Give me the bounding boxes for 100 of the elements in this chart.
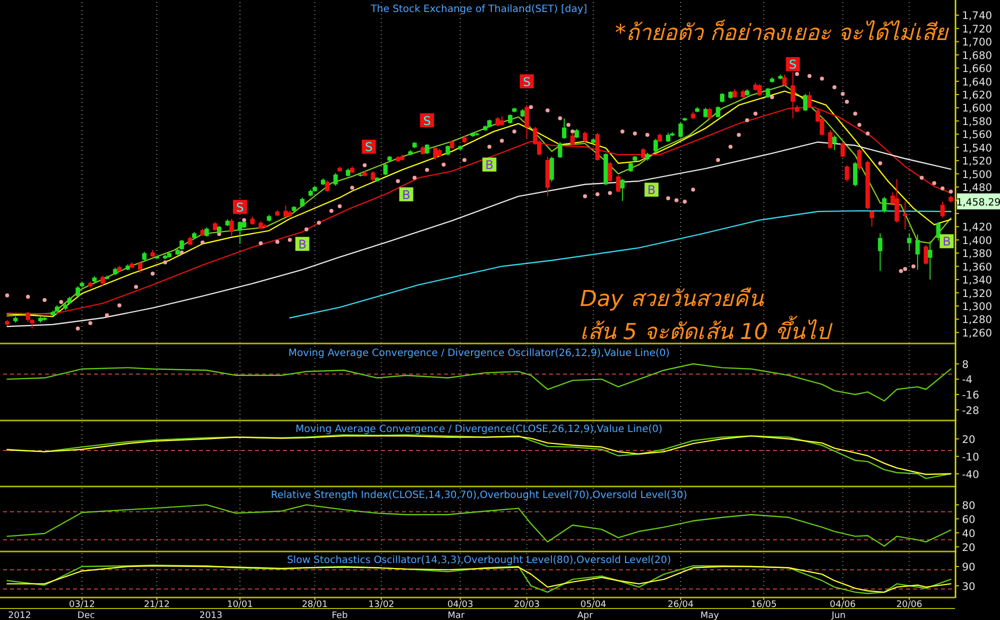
data-label: B bbox=[647, 183, 656, 198]
candlestick bbox=[370, 170, 376, 182]
candlestick bbox=[238, 220, 242, 244]
y-tick-label: -16 bbox=[962, 389, 980, 402]
candlestick bbox=[582, 131, 588, 143]
y-tick-label: 1,620 bbox=[962, 90, 992, 102]
candlestick bbox=[333, 172, 338, 186]
candlestick bbox=[840, 142, 845, 158]
candlestick bbox=[300, 197, 305, 208]
chart-title: Moving Average Convergence / Divergence Oscillator(26,12,9),Value Line(0) bbox=[288, 348, 670, 359]
y-tick-label: -28 bbox=[962, 404, 980, 417]
candlestick bbox=[720, 92, 724, 103]
chart-title: Slow Stochastics Oscillator(14,3,3),Overbought Level(80),Oversold Level(20) bbox=[286, 555, 672, 566]
candlestick bbox=[924, 244, 928, 265]
y-tick-label: 1,300 bbox=[962, 300, 992, 313]
y-tick-label: 1,740 bbox=[962, 10, 992, 22]
y-tick-label: 90 bbox=[962, 561, 976, 574]
x-tick-label: 04/03 bbox=[447, 600, 474, 610]
x-tick-label: 10/01 bbox=[226, 600, 253, 610]
x2-tick-label: 2012 bbox=[8, 611, 32, 620]
y-tick-label: -4 bbox=[962, 374, 973, 386]
data-label: B bbox=[402, 188, 410, 202]
y-tick-label: 60 bbox=[962, 514, 976, 526]
y-tick-label: 1,340 bbox=[962, 274, 992, 287]
candlestick bbox=[907, 232, 912, 251]
candlestick bbox=[766, 87, 770, 98]
x-tick-label: 16/05 bbox=[750, 600, 777, 610]
candlestick bbox=[446, 144, 450, 156]
candlestick bbox=[508, 114, 512, 124]
candlestick bbox=[628, 162, 633, 172]
x-tick-label: 28/01 bbox=[302, 600, 328, 610]
chart-title: Moving Average Convergence / Divergence(CLOSE,26,12,9),Value Line(0) bbox=[296, 424, 663, 435]
candlestick bbox=[641, 148, 646, 160]
x2-tick-label: 2013 bbox=[199, 611, 222, 620]
y-tick-label: -10 bbox=[962, 451, 980, 464]
x-tick-label: 03/12 bbox=[69, 600, 95, 610]
data-label: B bbox=[485, 158, 494, 172]
candlestick bbox=[229, 218, 234, 236]
y-tick-label: 1,400 bbox=[962, 234, 992, 247]
y-tick-label: 1,260 bbox=[962, 327, 992, 340]
candlestick bbox=[708, 107, 712, 120]
line-series bbox=[6, 363, 952, 402]
y-tick-label: 1,580 bbox=[962, 116, 992, 128]
y-tick-label: 80 bbox=[962, 500, 976, 512]
data-label: S bbox=[365, 140, 373, 154]
x2-tick-label: Apr bbox=[577, 611, 594, 620]
candlestick bbox=[757, 83, 762, 96]
x-tick-label: 26/04 bbox=[668, 600, 694, 610]
candlestick bbox=[678, 122, 683, 138]
candlestick bbox=[608, 161, 612, 182]
data-label: B bbox=[298, 237, 306, 252]
y-tick-label: 1,560 bbox=[962, 129, 992, 142]
candlestick bbox=[283, 205, 288, 218]
candlestick bbox=[433, 146, 438, 160]
x-tick-label: 13/02 bbox=[368, 600, 394, 610]
candlestick bbox=[383, 163, 388, 176]
x2-tick-label: May bbox=[700, 611, 720, 620]
candlestick bbox=[928, 240, 932, 280]
candlestick bbox=[703, 107, 708, 118]
x-tick-label: 20/06 bbox=[896, 600, 923, 610]
x2-tick-label: Feb bbox=[332, 611, 348, 620]
y-tick-label: 1,380 bbox=[962, 248, 992, 260]
candlestick bbox=[857, 148, 862, 170]
y-tick-label: 1,420 bbox=[962, 222, 992, 234]
y-tick-label: 1,720 bbox=[962, 23, 992, 36]
candlestick bbox=[574, 128, 579, 139]
y-tick-label: 1,540 bbox=[962, 142, 992, 154]
x-tick-label: 21/12 bbox=[144, 600, 170, 610]
candlestick bbox=[878, 232, 882, 272]
y-tick-label: 1,700 bbox=[962, 36, 992, 49]
y-tick-label: 30 bbox=[962, 580, 976, 593]
candlestick bbox=[936, 222, 941, 242]
y-tick-label: 1,280 bbox=[962, 314, 992, 326]
candlestick bbox=[76, 286, 80, 298]
candlestick bbox=[653, 138, 658, 154]
y-tick-label: 1,680 bbox=[962, 50, 992, 62]
x2-tick-label: Mar bbox=[448, 611, 465, 620]
y-tick-label: 1,360 bbox=[962, 261, 992, 274]
y-tick-label: 1,520 bbox=[962, 156, 992, 168]
y-tick-label: 1,480 bbox=[962, 182, 992, 194]
candlestick bbox=[853, 161, 858, 187]
candlestick bbox=[828, 130, 832, 150]
chart-title: Relative Strength Index(CLOSE,14,30,70),Overbought Level(70),Oversold Level(30) bbox=[270, 490, 688, 501]
x-tick-label: 04/06 bbox=[830, 600, 856, 610]
data-label: S bbox=[423, 114, 431, 128]
data-label: S bbox=[236, 200, 244, 214]
candlestick bbox=[100, 275, 105, 287]
candlestick bbox=[832, 134, 837, 151]
annotation: 1,458.29 bbox=[956, 197, 1000, 208]
data-label: S bbox=[789, 58, 797, 72]
candlestick bbox=[894, 178, 899, 224]
candlestick bbox=[550, 156, 554, 182]
y-tick-label: 40 bbox=[962, 528, 976, 540]
annotation: เส้น 5 จะตัดเส้น 10 ขึ้นไป bbox=[580, 315, 833, 345]
x2-tick-label: Dec bbox=[77, 611, 95, 620]
candlestick bbox=[870, 210, 874, 228]
candlestick bbox=[496, 116, 500, 127]
y-tick-label: 1,600 bbox=[962, 102, 992, 115]
y-tick-label: -40 bbox=[962, 468, 980, 481]
y-tick-label: 8 bbox=[962, 358, 969, 371]
